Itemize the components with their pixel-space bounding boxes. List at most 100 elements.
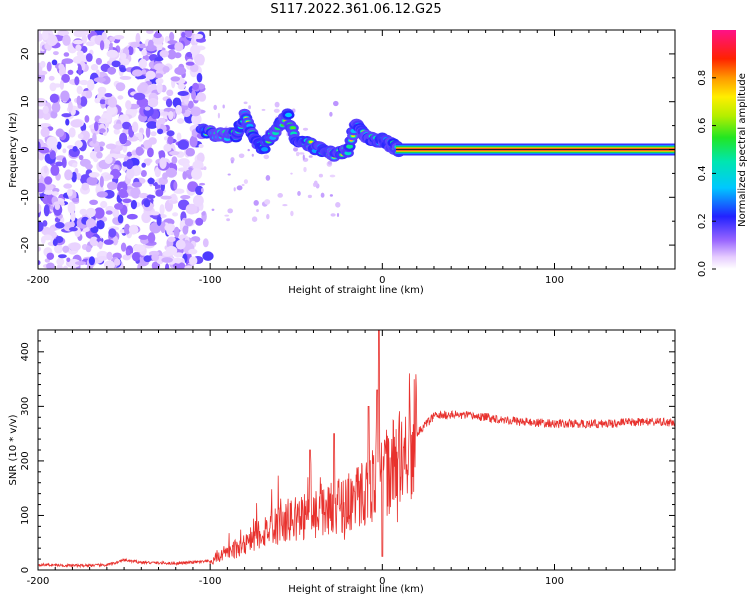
noise-blob [84,115,90,123]
noise-blob [194,53,205,66]
noise-blob [99,176,104,188]
noise-blob [144,106,151,111]
speckle-blob [243,101,248,105]
noise-blob [182,225,189,235]
noise-blob [86,207,96,218]
noise-blob [72,162,78,168]
noise-blob [67,201,76,214]
noise-blob [188,100,194,110]
noise-blob [48,75,55,81]
noise-blob [61,157,67,169]
noise-blob [43,234,53,241]
noise-blob [180,195,191,200]
x-tick-label: 0 [379,275,385,286]
noise-blob [98,241,103,250]
noise-blob [177,118,185,124]
noise-blob [68,258,81,268]
noise-blob [146,121,158,129]
noise-blob [131,69,143,77]
noise-blob [96,220,105,230]
noise-blob [181,31,186,38]
speckle-blob [329,174,336,178]
colorbar-tick-label: 0.8 [697,70,708,86]
noise-blob [150,131,157,137]
noise-blob [145,70,156,80]
noise-blob [88,172,100,178]
noise-blob [74,76,80,86]
y-tick-label: 300 [20,397,31,416]
noise-blob [43,204,50,217]
noise-blob [189,135,198,148]
noise-blob [57,30,70,36]
noise-blob [171,156,178,165]
noise-blob [75,44,82,52]
noise-blob [138,192,149,199]
noise-blob [167,135,174,145]
noise-blob [130,199,137,210]
noise-blob [53,51,59,56]
noise-blob [38,146,50,154]
speckle-blob [336,213,340,217]
noise-blob [104,93,113,98]
noise-blob [122,254,131,261]
noise-blob [98,141,106,147]
noise-blob [185,61,195,66]
noise-blob [191,229,196,235]
noise-blob [119,132,128,145]
speckle-blob [303,166,307,173]
noise-blob [62,265,68,269]
noise-blob [138,234,149,240]
noise-blob [81,182,90,191]
speckle-blob [238,153,245,159]
noise-blob [154,166,161,178]
noise-blob [159,157,167,170]
noise-blob [104,260,115,269]
noise-blob [55,161,64,167]
noise-blob [117,95,124,100]
speckle-blob [199,182,206,186]
speckle-blob [230,160,234,164]
noise-blob [76,50,84,58]
noise-blob [96,238,103,242]
noise-blob [155,78,164,85]
noise-blob [159,50,169,58]
noise-blob [148,137,157,145]
noise-blob [162,66,170,73]
noise-blob [173,188,185,194]
speckle-blob [273,108,280,113]
speckle-blob [213,104,217,110]
noise-blob [130,187,141,199]
noise-blob [38,260,41,266]
noise-blob [184,265,194,269]
noise-blob [132,252,140,262]
noise-blob [90,226,99,234]
noise-blob [93,207,105,219]
speckle-blob [329,194,333,197]
noise-blob [193,194,204,207]
noise-blob [183,163,190,168]
noise-blob [151,254,160,262]
noise-blob [202,251,214,261]
noise-blob [56,141,62,150]
speckle-blob [201,211,206,216]
noise-blob [177,91,189,96]
noise-blob [126,213,138,220]
noise-blob [126,151,133,157]
noise-blob [73,30,86,38]
colorbar-tick-label: 0.2 [697,213,708,229]
noise-blob [138,43,148,49]
snr-y-label: SNR (10 * v/v) [8,414,19,485]
noise-blob [75,261,87,266]
noise-blob [190,106,202,117]
noise-blob [162,251,173,257]
noise-blob [92,132,97,144]
speckle-blob [261,108,266,111]
noise-blob [134,132,143,138]
noise-blob [94,97,101,104]
noise-blob [85,245,92,253]
speckle-blob [297,191,301,196]
noise-blob [62,148,67,154]
noise-blob [67,145,75,150]
colorbar: 0.0 0.2 0.4 0.6 0.8 Normalized spectral ampl… [697,30,748,277]
noise-blob [100,200,108,209]
